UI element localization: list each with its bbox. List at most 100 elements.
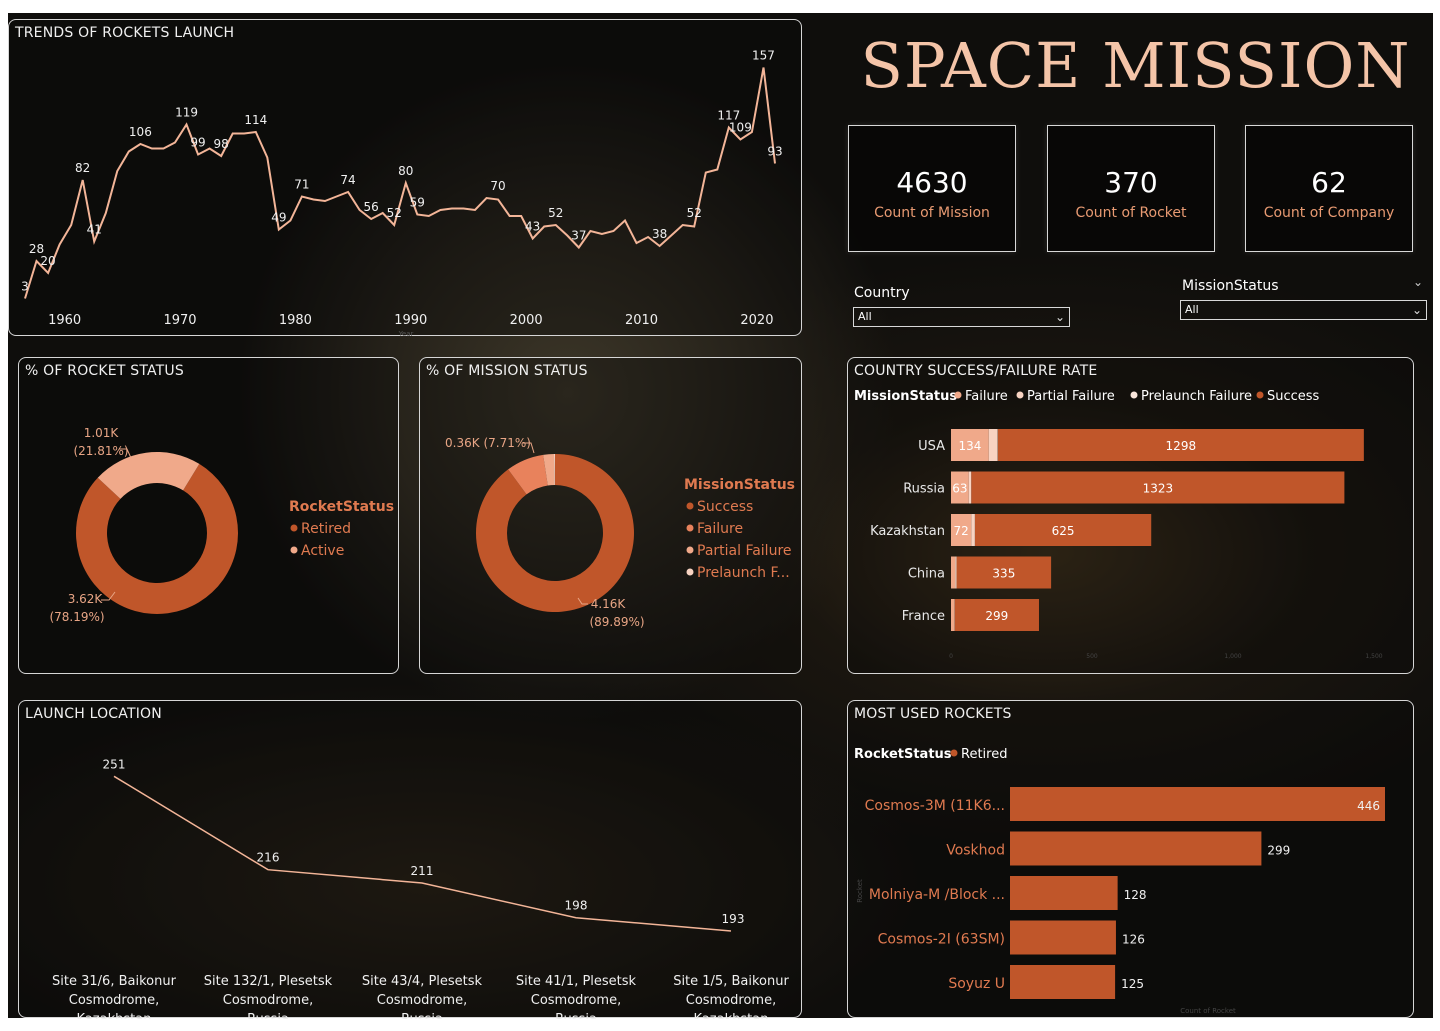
trend-data-label: 56: [364, 200, 379, 214]
bar-value-label: 125: [1121, 977, 1144, 991]
location-data-label: 251: [103, 757, 126, 771]
country-slicer-value: All: [858, 310, 872, 323]
category-label: Cosmos-2I (63SM): [878, 932, 1005, 948]
donut-slice[interactable]: [97, 452, 200, 499]
bar-segment[interactable]: [956, 556, 1052, 589]
category-label: Molniya-M /Block ...: [869, 887, 1005, 903]
bar-value-label: 299: [1267, 844, 1290, 858]
trends-panel: TRENDS OF ROCKETS LAUNCH 3 28 20 82 41 106 119…: [8, 19, 802, 338]
legend-label: Prelaunch Failure: [1141, 389, 1252, 404]
bar-segment[interactable]: [951, 471, 969, 504]
bar-value-label: 128: [1124, 888, 1147, 902]
leader-line: [523, 442, 535, 454]
mission-status-title: % OF MISSION STATUS: [426, 363, 588, 379]
location-x-label: Cosmodrome,: [69, 993, 159, 1008]
bar-value-label: 299: [985, 609, 1008, 623]
rocket-status-panel: % OF ROCKET STATUS 1.01K (21.81%) 3.62K (78…: [18, 357, 399, 674]
location-x-label: Cosmodrome,: [531, 993, 621, 1008]
trend-x-tick: 1990: [394, 313, 427, 328]
location-x-label: Cosmodrome,: [686, 993, 776, 1008]
trend-data-label: 3: [21, 280, 29, 294]
trend-data-label: 157: [752, 49, 775, 63]
bar-segment[interactable]: [955, 556, 957, 589]
most-used-panel: MOST USED ROCKETS RocketStatus Retired Cos…: [847, 700, 1414, 1018]
donut-label: (89.89%): [589, 615, 644, 629]
rocket-status-chart: 1.01K (21.81%) 3.62K (78.19%) RocketStatus Re…: [49, 426, 394, 624]
bar-segment[interactable]: [974, 514, 1152, 546]
trend-x-tick: 1970: [163, 313, 196, 328]
trend-data-label: 59: [410, 196, 425, 210]
mission-status-slicer-label: MissionStatus: [1182, 278, 1279, 294]
trend-data-label: 71: [294, 178, 309, 192]
legend-dot: [290, 524, 298, 532]
x-tick: 1,500: [1365, 653, 1382, 660]
bar-segment[interactable]: [997, 429, 1364, 461]
bar-segment[interactable]: [951, 556, 956, 589]
kpi-companies-value: 62: [1311, 166, 1347, 199]
bar[interactable]: [1010, 965, 1116, 999]
trend-x-tick: 1980: [279, 313, 312, 328]
bar[interactable]: [1010, 876, 1118, 910]
trend-data-label: 52: [387, 206, 402, 220]
bar[interactable]: [1010, 787, 1385, 821]
donut-slice[interactable]: [76, 463, 238, 614]
bar-segment[interactable]: [951, 514, 972, 546]
donut-slice[interactable]: [476, 454, 634, 612]
trend-data-label: 106: [129, 125, 152, 139]
legend-label: Retired: [301, 521, 351, 537]
legend-label: Success: [1267, 389, 1320, 404]
country-slicer[interactable]: All ⌄: [853, 307, 1070, 327]
x-tick: 500: [1086, 653, 1098, 660]
bar-segment[interactable]: [954, 599, 1039, 631]
category-label: China: [908, 567, 945, 582]
legend-dot: [686, 524, 694, 532]
bar-segment[interactable]: [954, 599, 955, 631]
bar[interactable]: [1010, 920, 1116, 955]
most-used-chart: RocketStatus Retired Cosmos-3M (11K6... 446…: [854, 747, 1385, 1015]
category-label: Cosmos-3M (11K6...: [865, 798, 1005, 814]
location-x-label: Site 132/1, Plesetsk: [204, 974, 333, 989]
donut-label: 4.16K: [591, 597, 627, 611]
trend-x-tick: 2000: [510, 313, 543, 328]
trend-x-axis-title: Year: [398, 330, 414, 337]
trend-x-tick: 1960: [48, 313, 81, 328]
trend-data-label: 41: [87, 223, 102, 237]
mission-status-slicer[interactable]: All ⌄: [1180, 300, 1427, 320]
location-x-label: Site 31/6, Baikonur: [52, 974, 177, 989]
country-rate-chart: MissionStatus Failure Partial Failure Prela…: [854, 389, 1383, 660]
bar-segment[interactable]: [971, 514, 975, 546]
trend-data-label: 37: [571, 229, 586, 243]
bar[interactable]: [1010, 831, 1262, 866]
trend-data-label: 119: [175, 106, 198, 120]
chevron-down-icon[interactable]: ⌄: [1413, 275, 1424, 289]
kpi-missions-value: 4630: [896, 166, 968, 199]
mission-status-chart: 0.36K (7.71%) 4.16K (89.89%) MissionStatus S…: [445, 436, 795, 629]
trend-data-label: 20: [40, 254, 55, 268]
bar-segment[interactable]: [997, 429, 998, 461]
bar-segment[interactable]: [968, 471, 972, 504]
bar-value-label: 134: [958, 439, 981, 453]
trend-data-label: 80: [398, 164, 413, 178]
trend-data-label: 52: [548, 206, 563, 220]
bar-segment[interactable]: [951, 599, 955, 631]
bar-segment[interactable]: [971, 471, 1345, 504]
chevron-down-icon: ⌄: [1411, 303, 1422, 317]
x-tick: 1,000: [1224, 653, 1241, 660]
donut-slice[interactable]: [508, 454, 548, 495]
category-label: France: [902, 609, 945, 624]
bar-segment[interactable]: [988, 429, 998, 461]
trend-data-label: 52: [687, 206, 702, 220]
location-line: [113, 775, 732, 932]
category-label: Voskhod: [946, 843, 1005, 859]
trend-data-label: 117: [717, 109, 740, 123]
trends-title: TRENDS OF ROCKETS LAUNCH: [15, 25, 235, 41]
donut-slice[interactable]: [554, 454, 555, 486]
donut-slice[interactable]: [543, 454, 555, 486]
launch-location-panel: LAUNCH LOCATION 251 216 211 198 193 Site 31/6…: [18, 700, 802, 1019]
kpi-companies: 62 Count of Company: [1245, 125, 1413, 252]
location-x-label: Russia: [401, 1012, 443, 1019]
legend-dot: [1130, 391, 1138, 399]
bar-segment[interactable]: [951, 429, 989, 461]
kpi-companies-label: Count of Company: [1263, 205, 1395, 221]
